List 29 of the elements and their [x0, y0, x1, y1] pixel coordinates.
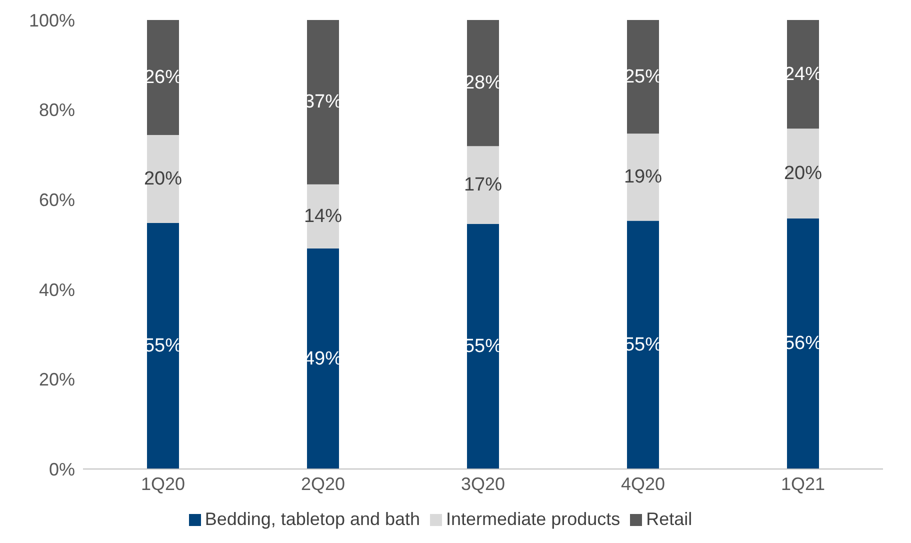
data-label: 20% [144, 168, 182, 190]
bar [467, 224, 499, 469]
legend-label: Retail [646, 509, 692, 529]
bar [787, 20, 819, 129]
x-tick-label: 4Q20 [620, 474, 666, 494]
y-tick-label: 20% [38, 370, 75, 390]
legend-label: Intermediate products [446, 509, 620, 529]
x-tick-label: 3Q20 [460, 474, 506, 494]
data-label: 17% [464, 174, 502, 196]
y-tick-label: 60% [38, 190, 75, 210]
y-tick-label: 80% [38, 100, 75, 120]
legend-label: Bedding, tabletop and bath [204, 509, 420, 529]
bar [307, 20, 339, 184]
data-label: 20% [784, 163, 822, 184]
bar [467, 20, 499, 146]
bar [307, 248, 339, 469]
x-tick-label: 1Q21 [780, 474, 826, 494]
x-tick-label: 2Q20 [300, 474, 346, 494]
bar [627, 20, 659, 134]
bar [147, 222, 179, 469]
y-tick-label: 0% [48, 459, 75, 480]
bar [147, 20, 179, 135]
data-label: 14% [304, 206, 342, 227]
x-tick-label: 1Q20 [140, 474, 186, 494]
data-label: 19% [624, 166, 662, 188]
bar [627, 220, 659, 469]
y-tick-label: 100% [28, 10, 75, 30]
bar [787, 218, 819, 469]
y-tick-label: 40% [38, 280, 75, 300]
